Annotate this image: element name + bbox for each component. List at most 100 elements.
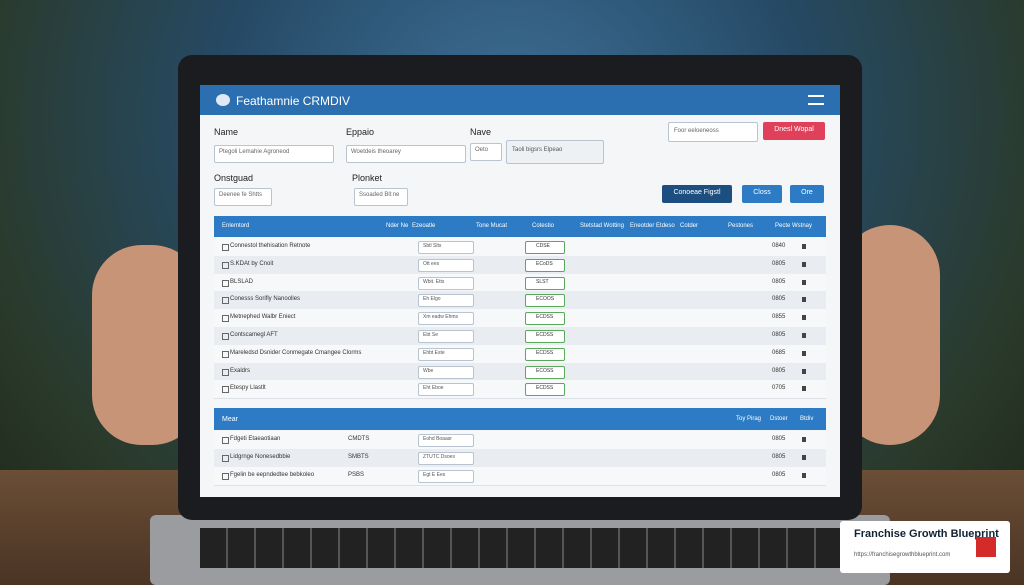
- row-number: 0805: [772, 332, 786, 338]
- app-title: Feathamnie CRMDIV: [236, 94, 351, 108]
- checkbox[interactable]: [222, 333, 229, 340]
- table-row: [214, 449, 826, 468]
- checkbox[interactable]: [222, 386, 229, 394]
- table-row: [214, 380, 826, 400]
- table-row: [214, 273, 826, 293]
- checkbox[interactable]: [222, 315, 229, 323]
- row-dropdown[interactable]: [418, 241, 474, 254]
- row-dropdown[interactable]: [418, 365, 474, 379]
- row-dropdown[interactable]: [418, 330, 474, 343]
- dropdown-text: ZTUTC Dsoes: [423, 454, 455, 460]
- column-header: Tone Mucat: [476, 223, 508, 229]
- row-action[interactable]: [802, 279, 806, 285]
- row-dropdown[interactable]: [418, 434, 474, 447]
- row-action[interactable]: [802, 261, 806, 267]
- field-label: Onstguad: [214, 173, 254, 183]
- status-text: CDSE: [536, 243, 550, 249]
- badge-title: Franchise Growth Blueprint: [854, 528, 999, 540]
- row-dropdown[interactable]: [418, 347, 474, 361]
- primary-button[interactable]: Dnesl Wopal: [763, 122, 825, 140]
- dropdown-text: Sbtl Slts: [423, 243, 442, 249]
- checkbox[interactable]: [222, 279, 229, 287]
- row-action[interactable]: [802, 455, 806, 460]
- row-dropdown[interactable]: [418, 258, 474, 272]
- table-row: [214, 362, 826, 382]
- checkbox[interactable]: [222, 437, 229, 444]
- row-number: 0805: [772, 296, 786, 303]
- keyboard: [200, 528, 840, 568]
- row-action[interactable]: [802, 368, 806, 374]
- nave-note: Taoli bigsrs Elpeao: [512, 147, 563, 153]
- row-action[interactable]: [802, 333, 806, 338]
- row-name: Fgelin be eepndedtee bebkoleo: [230, 472, 315, 478]
- input[interactable]: [354, 188, 408, 206]
- checkbox[interactable]: [222, 368, 229, 376]
- action-button[interactable]: Conoeae Figstl: [662, 185, 732, 203]
- input-value: Deenee fe Shtts: [219, 192, 263, 198]
- row-action[interactable]: [802, 350, 806, 356]
- status-tag: [525, 347, 565, 361]
- search-text: Foor eeloeneoss: [674, 128, 719, 134]
- input[interactable]: [470, 143, 502, 161]
- row-name: Fdgeti Etaeaotiaan: [230, 436, 281, 442]
- row-action[interactable]: [802, 244, 806, 249]
- field-label: Nave: [470, 127, 492, 137]
- status-text: ECDSS: [536, 385, 554, 392]
- row-dropdown[interactable]: [418, 470, 474, 483]
- table-row: [214, 309, 826, 328]
- row-dropdown[interactable]: [418, 276, 474, 290]
- row-action[interactable]: [802, 437, 806, 442]
- row-dropdown[interactable]: [418, 294, 474, 308]
- field-label: Eppaio: [346, 127, 375, 137]
- row-action[interactable]: [802, 386, 806, 392]
- status-tag: [525, 241, 565, 254]
- input-value: Ptegoli Lemahie Agroneod: [219, 149, 290, 155]
- menu-icon[interactable]: [808, 95, 824, 105]
- input[interactable]: [346, 145, 466, 163]
- checkbox[interactable]: [222, 350, 229, 358]
- row-name: Mareledsd Dsnider Conmegate Cmangee Clor…: [230, 349, 362, 356]
- row-dropdown[interactable]: [418, 452, 474, 465]
- input-value: Ssoaded Bll:ne: [359, 192, 400, 198]
- status-text: ECDSS: [536, 349, 554, 356]
- row-number: 0805: [772, 436, 786, 442]
- row-number: 0805: [772, 260, 786, 267]
- table-row: [214, 291, 826, 311]
- row-name: Lidgrnge Nonesedbbie: [230, 454, 291, 460]
- row-dropdown[interactable]: [418, 383, 474, 397]
- column-header: Cotder: [680, 223, 699, 229]
- input[interactable]: [214, 145, 334, 163]
- row-number: 0705: [772, 385, 786, 392]
- input[interactable]: [214, 188, 272, 206]
- checkbox[interactable]: [222, 473, 229, 480]
- status-text: ECOSS: [536, 367, 554, 374]
- row-action[interactable]: [802, 297, 806, 303]
- action-button[interactable]: Closs: [742, 185, 782, 203]
- status-text: ECDSS: [536, 314, 554, 321]
- badge-logo: [976, 537, 996, 557]
- row-dropdown[interactable]: [418, 312, 474, 326]
- table-row: [214, 467, 826, 486]
- column-header: Pecte Wstnay: [775, 223, 813, 229]
- column-header: Stetstad Wotting: [580, 223, 624, 229]
- row-action[interactable]: [802, 473, 806, 478]
- status-tag: [525, 294, 565, 308]
- checkbox[interactable]: [222, 244, 229, 251]
- row-number: 0840: [772, 243, 786, 249]
- checkbox[interactable]: [222, 297, 229, 305]
- badge-url: https://franchisegrowthblueprint.com: [854, 552, 951, 558]
- dropdown-text: Egt E Ees: [423, 472, 446, 478]
- column-header: Dstoer: [770, 416, 788, 422]
- checkbox[interactable]: [222, 455, 229, 462]
- action-button[interactable]: Ore: [790, 185, 824, 203]
- checkbox[interactable]: [222, 261, 229, 269]
- row-code: PSBS: [348, 472, 365, 478]
- row-number: 0805: [772, 278, 786, 285]
- logo: [216, 94, 230, 106]
- column-header: Enlemtord: [222, 223, 250, 229]
- row-action[interactable]: [802, 315, 806, 321]
- search[interactable]: [668, 122, 758, 142]
- status-tag: [525, 383, 565, 397]
- dropdown-text: Ebt Se: [423, 332, 439, 338]
